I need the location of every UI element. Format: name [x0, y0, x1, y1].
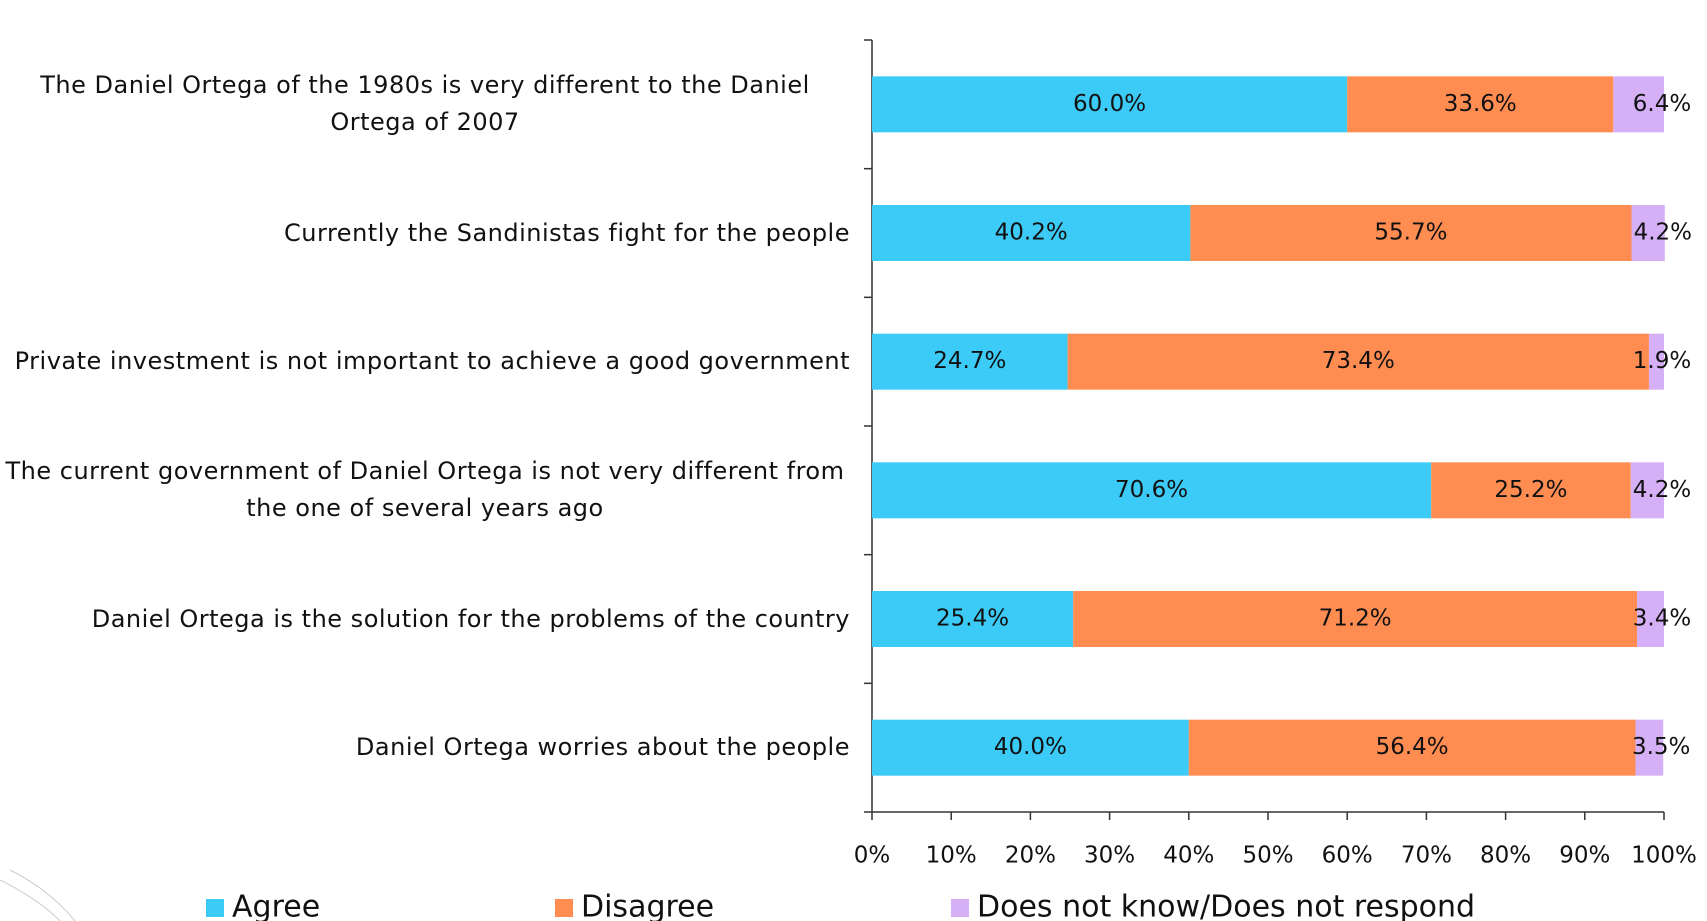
- category-label-box: Daniel Ortega worries about the people: [355, 733, 850, 762]
- x-tick-label: 10%: [926, 843, 977, 869]
- bar-segment: [872, 205, 1191, 261]
- legend-swatch: [206, 899, 224, 917]
- category-label-box: Private investment is not important to a…: [14, 347, 850, 376]
- data-label: 33.6%: [1444, 91, 1517, 117]
- logo-arc: [0, 869, 76, 921]
- bar-segment: [872, 719, 1189, 776]
- x-tick-label: 40%: [1163, 843, 1214, 869]
- category-label-box: The Daniel Ortega of the 1980s is very d…: [40, 71, 810, 137]
- data-label: 1.9%: [1633, 348, 1691, 374]
- bar-segment: [1073, 591, 1638, 647]
- category-label-box: Daniel Ortega is the solution for the pr…: [91, 604, 850, 633]
- data-label: 56.4%: [1376, 734, 1449, 760]
- category-label: Daniel Ortega worries about the people: [355, 733, 850, 762]
- data-label: 25.2%: [1494, 477, 1567, 503]
- bar-segment: [1630, 462, 1664, 519]
- data-label: 4.2%: [1633, 477, 1691, 503]
- bar-segment: [872, 591, 1074, 647]
- x-tick-label: 30%: [1084, 843, 1135, 869]
- x-tick-label: 60%: [1322, 843, 1373, 869]
- data-label: 3.4%: [1633, 606, 1691, 632]
- bar-segment: [1648, 333, 1664, 390]
- x-tick-label: 50%: [1242, 843, 1293, 869]
- bar-segment: [1347, 76, 1614, 133]
- bar-segment: [1431, 462, 1631, 519]
- x-tick-label: 20%: [1005, 843, 1056, 869]
- category-label: Currently the Sandinistas fight for the …: [284, 218, 850, 247]
- bar-segment: [1631, 205, 1665, 261]
- data-label: 70.6%: [1115, 477, 1188, 503]
- category-label: The Daniel Ortega of the 1980s is very d…: [40, 71, 810, 137]
- bar-segment: [1190, 205, 1632, 261]
- data-label: 40.2%: [995, 220, 1068, 246]
- legend-label: Does not know/Does not respond: [977, 890, 1475, 921]
- bar-segment: [1635, 719, 1664, 776]
- data-label: 73.4%: [1322, 348, 1395, 374]
- bar-segment: [1067, 333, 1649, 390]
- legend-label: Disagree: [581, 890, 714, 921]
- data-label: 4.2%: [1634, 220, 1692, 246]
- category-label: Private investment is not important to a…: [14, 347, 850, 376]
- x-tick-label: 70%: [1401, 843, 1452, 869]
- data-label: 60.0%: [1073, 91, 1146, 117]
- data-label: 6.4%: [1633, 91, 1691, 117]
- legend-swatch: [555, 899, 573, 917]
- data-label: 24.7%: [933, 348, 1006, 374]
- category-label: The current government of Daniel Ortega …: [5, 457, 845, 523]
- data-label: 25.4%: [936, 606, 1009, 632]
- bar-segment: [872, 333, 1068, 390]
- data-label: 55.7%: [1374, 220, 1447, 246]
- x-tick-label: 90%: [1559, 843, 1610, 869]
- x-tick-label: 100%: [1631, 843, 1697, 869]
- legend-swatch: [951, 899, 969, 917]
- bar-segment: [872, 462, 1432, 519]
- data-label: 71.2%: [1319, 606, 1392, 632]
- category-label-box: The current government of Daniel Ortega …: [5, 457, 845, 523]
- bar-segment: [872, 76, 1348, 133]
- x-tick-label: 80%: [1480, 843, 1531, 869]
- bar-segment: [1188, 719, 1636, 776]
- data-label: 40.0%: [994, 734, 1067, 760]
- legend-label: Agree: [232, 890, 320, 921]
- category-label-box: Currently the Sandinistas fight for the …: [284, 218, 850, 247]
- x-tick-label: 0%: [854, 843, 891, 869]
- bar-segment: [1637, 591, 1664, 647]
- data-label: 3.5%: [1632, 734, 1690, 760]
- bar-segment: [1613, 76, 1664, 133]
- category-label: Daniel Ortega is the solution for the pr…: [91, 604, 850, 633]
